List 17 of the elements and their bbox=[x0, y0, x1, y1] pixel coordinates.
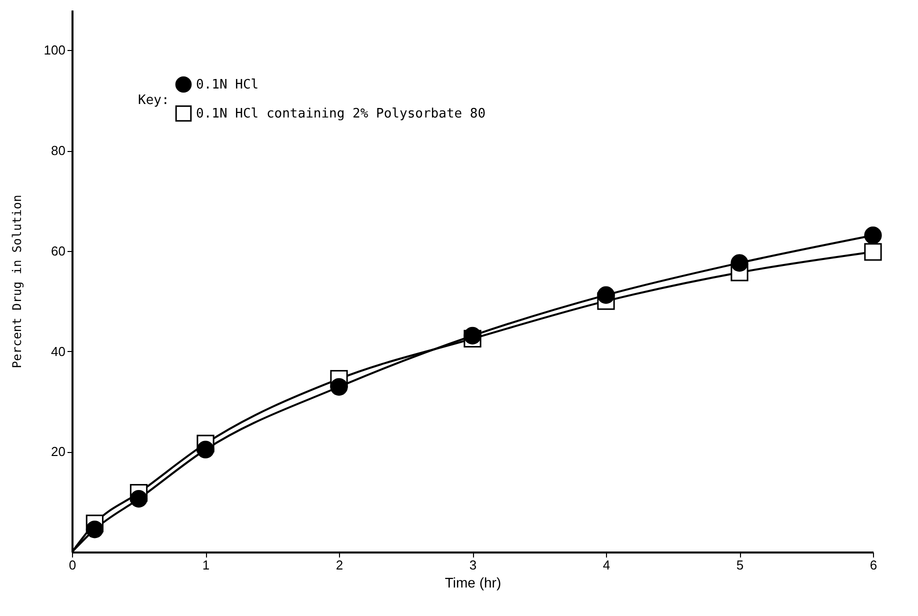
y-tick-label: 40 bbox=[51, 344, 66, 359]
legend-label: 0.1N HCl bbox=[196, 78, 259, 92]
legend-label: 0.1N HCl containing 2% Polysorbate 80 bbox=[196, 106, 486, 122]
x-tick-label: 0 bbox=[68, 558, 76, 572]
x-tick-label: 6 bbox=[870, 558, 878, 572]
x-tick-label: 4 bbox=[602, 558, 610, 572]
y-tick-label: 60 bbox=[51, 243, 66, 258]
x-axis-title: Time (hr) bbox=[444, 574, 502, 590]
y-tick-label: 20 bbox=[51, 444, 66, 460]
x-tick-label: 1 bbox=[202, 558, 210, 572]
y-tick-label: 80 bbox=[51, 143, 66, 158]
x-tick-label: 2 bbox=[336, 558, 344, 572]
legend-title: Key: bbox=[138, 93, 170, 108]
x-tick-label: 5 bbox=[736, 558, 744, 572]
x-tick-label: 3 bbox=[469, 558, 477, 572]
y-axis-title: Percent Drug in Solution bbox=[10, 194, 24, 368]
y-tick-label: 100 bbox=[44, 42, 66, 58]
